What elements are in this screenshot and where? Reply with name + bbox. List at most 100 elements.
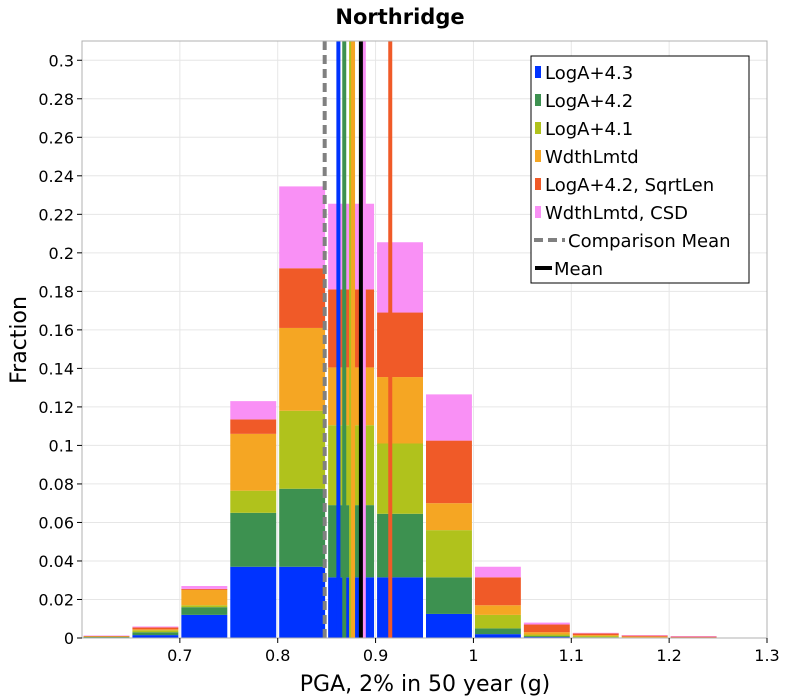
series-mean-lines — [336, 41, 393, 638]
bar-loga-4-2-bin-1 — [132, 632, 179, 636]
bar-loga-4-3-bin-4 — [279, 566, 326, 638]
bar-wdthlmtd-bin-4 — [279, 327, 326, 411]
reference-lines — [322, 41, 363, 638]
x-tick-label: 0.7 — [167, 646, 192, 665]
x-tick-label: 1.2 — [656, 646, 681, 665]
bar-loga-4-1-bin-10 — [572, 636, 619, 638]
y-tick-label: 0.3 — [49, 51, 74, 70]
bar-loga-4-1-bin-9 — [523, 634, 570, 637]
bar-wdthlmtd-bin-11 — [621, 636, 668, 638]
y-tick-label: 0.26 — [38, 128, 74, 147]
bar-loga-4-1-bin-6 — [377, 443, 423, 514]
bar-loga-4-1-bin-2 — [181, 605, 228, 608]
legend-swatch — [535, 66, 541, 78]
bar-loga-4-3-bin-7 — [426, 613, 472, 638]
bar-wdthlmtd-bin-10 — [572, 635, 619, 637]
bar-loga-4-2-sqrtlen-bin-9 — [523, 624, 570, 633]
bar-wdthlmtd-csd-bin-9 — [523, 622, 570, 625]
bar-loga-4-2-sqrtlen-bin-0 — [83, 635, 130, 637]
bar-loga-4-1-bin-8 — [474, 614, 521, 629]
bar-wdthlmtd-bin-1 — [132, 629, 179, 631]
x-axis-label: PGA, 2% in 50 year (g) — [300, 672, 551, 697]
chart-title: Northridge — [335, 5, 464, 29]
legend-swatch — [535, 94, 541, 106]
bar-loga-4-2-sqrtlen-bin-4 — [279, 268, 326, 328]
legend-label: LogA+4.2 — [545, 91, 633, 112]
y-tick-label: 0.04 — [38, 552, 74, 571]
legend-label: LogA+4.3 — [545, 63, 633, 84]
plot-frame — [81, 40, 768, 639]
legend-swatch — [535, 122, 541, 134]
bar-loga-4-2-sqrtlen-bin-2 — [181, 588, 228, 590]
legend-label: Comparison Mean — [568, 231, 731, 252]
bar-loga-4-2-bin-6 — [377, 513, 423, 578]
bar-loga-4-2-sqrtlen-bin-10 — [572, 633, 619, 636]
y-axis-label: Fraction — [7, 296, 32, 384]
bar-loga-4-3-bin-2 — [181, 614, 228, 638]
legend-swatch — [535, 178, 541, 190]
bar-loga-4-2-sqrtlen-bin-12 — [670, 636, 717, 638]
y-tick-label: 0.08 — [38, 475, 74, 494]
y-tick-label: 0.2 — [49, 244, 74, 263]
bar-loga-4-2-bin-9 — [523, 636, 570, 638]
bar-wdthlmtd-csd-bin-6 — [377, 242, 423, 313]
bar-loga-4-2-bin-0 — [83, 636, 130, 638]
legend-label: LogA+4.2, SqrtLen — [545, 175, 714, 196]
bar-loga-4-1-bin-3 — [230, 490, 277, 513]
legend-label: WdthLmtd — [545, 147, 639, 168]
bar-loga-4-2-sqrtlen-bin-8 — [474, 577, 521, 606]
bar-loga-4-2-sqrtlen-bin-11 — [621, 635, 668, 637]
bar-loga-4-2-bin-8 — [474, 628, 521, 635]
bar-loga-4-3-bin-1 — [132, 635, 179, 638]
bar-wdthlmtd-csd-bin-11 — [621, 635, 668, 636]
y-tick-label: 0.02 — [38, 590, 74, 609]
bar-loga-4-2-bin-2 — [181, 607, 228, 615]
y-tick-label: 0.12 — [38, 398, 74, 417]
legend-box — [530, 55, 750, 284]
bar-wdthlmtd-csd-bin-10 — [572, 632, 619, 634]
bar-loga-4-1-bin-0 — [83, 636, 130, 638]
bar-wdthlmtd-bin-3 — [230, 433, 277, 491]
x-axis-ticks: 0.7 0.8 0.9 1 1.1 1.2 1.3 — [167, 638, 780, 665]
y-tick-label: 0.24 — [38, 167, 74, 186]
legend-swatch — [535, 150, 541, 162]
legend-label: Mean — [554, 259, 603, 280]
bar-wdthlmtd-csd-bin-0 — [83, 635, 130, 637]
bar-loga-4-1-bin-1 — [132, 630, 179, 633]
legend: LogA+4.3 LogA+4.2 LogA+4.1 WdthLmtd LogA+4.2… — [530, 55, 750, 284]
bar-wdthlmtd-bin-8 — [474, 605, 521, 615]
bar-loga-4-2-sqrtlen-bin-6 — [377, 312, 423, 378]
bar-wdthlmtd-bin-7 — [426, 503, 472, 531]
bar-loga-4-3-bin-6 — [377, 577, 423, 638]
x-tick-label: 0.8 — [265, 646, 290, 665]
bar-wdthlmtd-csd-bin-12 — [670, 636, 717, 637]
bar-loga-4-2-sqrtlen-bin-1 — [132, 627, 179, 630]
bar-loga-4-2-sqrtlen-bin-7 — [426, 440, 472, 504]
bar-wdthlmtd-bin-2 — [181, 589, 228, 606]
legend-swatch — [535, 206, 541, 218]
bar-wdthlmtd-csd-bin-7 — [426, 394, 472, 441]
x-tick-label: 1 — [468, 646, 478, 665]
x-tick-label: 0.9 — [363, 646, 388, 665]
x-tick-label: 1.3 — [754, 646, 779, 665]
bar-loga-4-2-bin-7 — [426, 577, 472, 614]
legend-label: WdthLmtd, CSD — [545, 203, 688, 224]
bar-wdthlmtd-csd-bin-1 — [132, 626, 179, 628]
y-tick-label: 0.22 — [38, 205, 74, 224]
bar-wdthlmtd-csd-bin-4 — [279, 186, 326, 269]
bar-wdthlmtd-bin-6 — [377, 377, 423, 444]
x-tick-label: 1.1 — [559, 646, 584, 665]
bar-loga-4-3-bin-8 — [474, 634, 521, 638]
y-tick-label: 0 — [64, 629, 74, 648]
bar-wdthlmtd-csd-bin-8 — [474, 566, 521, 578]
bar-wdthlmtd-csd-bin-3 — [230, 401, 277, 420]
y-tick-label: 0.18 — [38, 282, 74, 301]
legend-label: LogA+4.1 — [545, 119, 633, 140]
bar-loga-4-3-bin-3 — [230, 566, 277, 638]
y-tick-label: 0.06 — [38, 513, 74, 532]
bar-loga-4-1-bin-4 — [279, 410, 326, 489]
y-tick-label: 0.16 — [38, 321, 74, 340]
y-tick-label: 0.1 — [49, 436, 74, 455]
